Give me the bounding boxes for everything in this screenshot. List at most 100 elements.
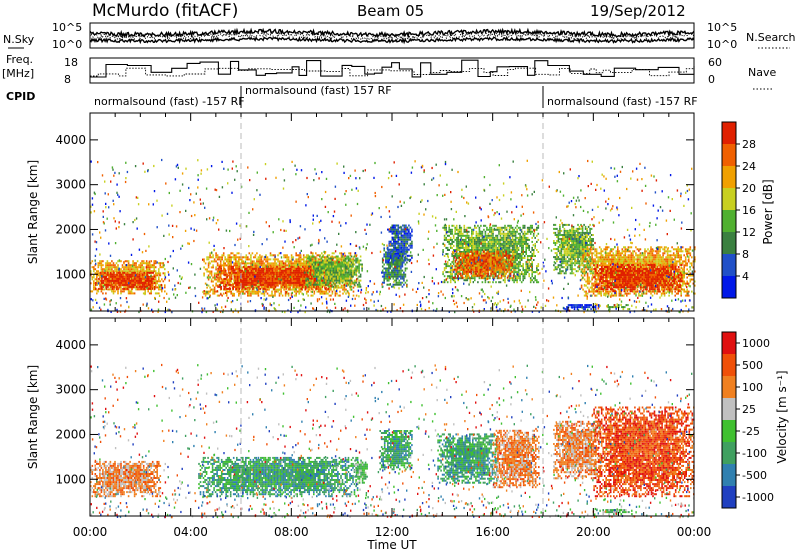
- power-cell: [516, 267, 518, 270]
- power-cell: [232, 285, 234, 288]
- power-cell: [307, 290, 309, 293]
- power-cell: [325, 263, 327, 266]
- power-cell: [302, 258, 305, 261]
- power-cell: [236, 252, 239, 255]
- power-cell: [143, 277, 145, 280]
- power-cell: [289, 269, 292, 272]
- power-cell: [152, 271, 154, 274]
- power-cell: [403, 256, 406, 259]
- power-cell: [203, 274, 205, 277]
- power-cell: [312, 269, 315, 272]
- power-cell: [314, 271, 317, 274]
- freq-tick-high: 18: [64, 56, 78, 69]
- power-cell: [296, 262, 299, 265]
- power-cell: [469, 279, 472, 282]
- power-cell: [156, 280, 158, 283]
- power-cell: [468, 244, 470, 247]
- power-cell: [322, 255, 324, 258]
- power-cell: [252, 285, 254, 288]
- power-cell: [460, 228, 463, 231]
- power-cell: [132, 262, 134, 265]
- power-cell: [483, 238, 485, 241]
- power-cell: [259, 273, 262, 276]
- power-cell: [292, 283, 295, 286]
- power-cell: [483, 249, 485, 251]
- power-cell: [392, 277, 395, 280]
- power-cell: [451, 267, 453, 270]
- power-cell: [337, 275, 339, 278]
- power-cell: [277, 270, 279, 273]
- power-cell: [443, 279, 446, 282]
- power-cell: [294, 273, 296, 276]
- power-cell: [442, 226, 444, 229]
- power-cell: [220, 267, 222, 270]
- power-cell: [469, 244, 472, 247]
- power-cell: [399, 244, 401, 247]
- power-cell: [328, 263, 330, 266]
- power-cell: [228, 260, 231, 263]
- power-cell: [452, 263, 455, 266]
- power-cell: [125, 273, 127, 276]
- power-cell: [120, 283, 123, 286]
- power-cell: [124, 260, 127, 263]
- power-cell: [227, 281, 230, 284]
- power-cell: [458, 238, 461, 241]
- power-cell: [313, 265, 315, 268]
- power-cell: [443, 255, 446, 257]
- power-cell: [386, 273, 389, 276]
- power-cell: [114, 270, 116, 273]
- power-cell: [220, 287, 222, 290]
- nave-label: Nave: [748, 66, 776, 79]
- power-cell: [391, 265, 393, 268]
- power-cell: [313, 259, 315, 262]
- power-cell: [247, 271, 250, 274]
- power-cell: [244, 256, 246, 259]
- power-cell: [397, 224, 400, 227]
- power-cell: [331, 267, 333, 270]
- power-cell: [339, 252, 341, 255]
- power-cell: [350, 279, 353, 282]
- power-cell: [505, 259, 508, 261]
- power-cell: [336, 288, 338, 291]
- power-cell: [266, 258, 269, 261]
- power-cell: [227, 267, 230, 270]
- power-cell: [507, 261, 509, 264]
- power-cell: [268, 262, 270, 265]
- power-cell: [335, 273, 338, 276]
- power-cell: [511, 238, 514, 241]
- power-cell: [490, 234, 493, 237]
- power-cell: [304, 284, 306, 287]
- power-cell: [305, 283, 307, 286]
- power-cell: [452, 244, 455, 247]
- power-cell: [237, 277, 239, 280]
- power-cell: [352, 258, 355, 261]
- power-cell: [227, 287, 230, 290]
- power-cell: [358, 283, 360, 286]
- power-cell: [472, 251, 475, 253]
- power-cell: [164, 284, 166, 287]
- power-cell: [299, 264, 302, 267]
- power-cell: [119, 271, 121, 274]
- power-cell: [265, 256, 267, 259]
- power-cell: [218, 272, 220, 275]
- power-cell: [397, 281, 399, 284]
- power-cell: [245, 264, 248, 267]
- freq-unit: [MHz]: [2, 67, 34, 80]
- power-cell: [120, 290, 122, 293]
- power-cell: [502, 226, 505, 229]
- power-cell: [237, 273, 239, 276]
- power-cell: [394, 246, 397, 249]
- power-cell: [148, 270, 151, 273]
- power-cell: [472, 244, 475, 247]
- power-cell: [404, 269, 407, 272]
- power-cell: [228, 262, 231, 265]
- power-cell: [348, 294, 350, 297]
- power-cell: [514, 263, 517, 266]
- power-cell: [395, 273, 398, 276]
- power-cell: [154, 286, 157, 289]
- power-cell: [284, 264, 287, 267]
- power-cell: [226, 273, 228, 276]
- power-cell: [493, 224, 496, 227]
- power-cell: [117, 292, 119, 295]
- power-cell: [340, 263, 342, 266]
